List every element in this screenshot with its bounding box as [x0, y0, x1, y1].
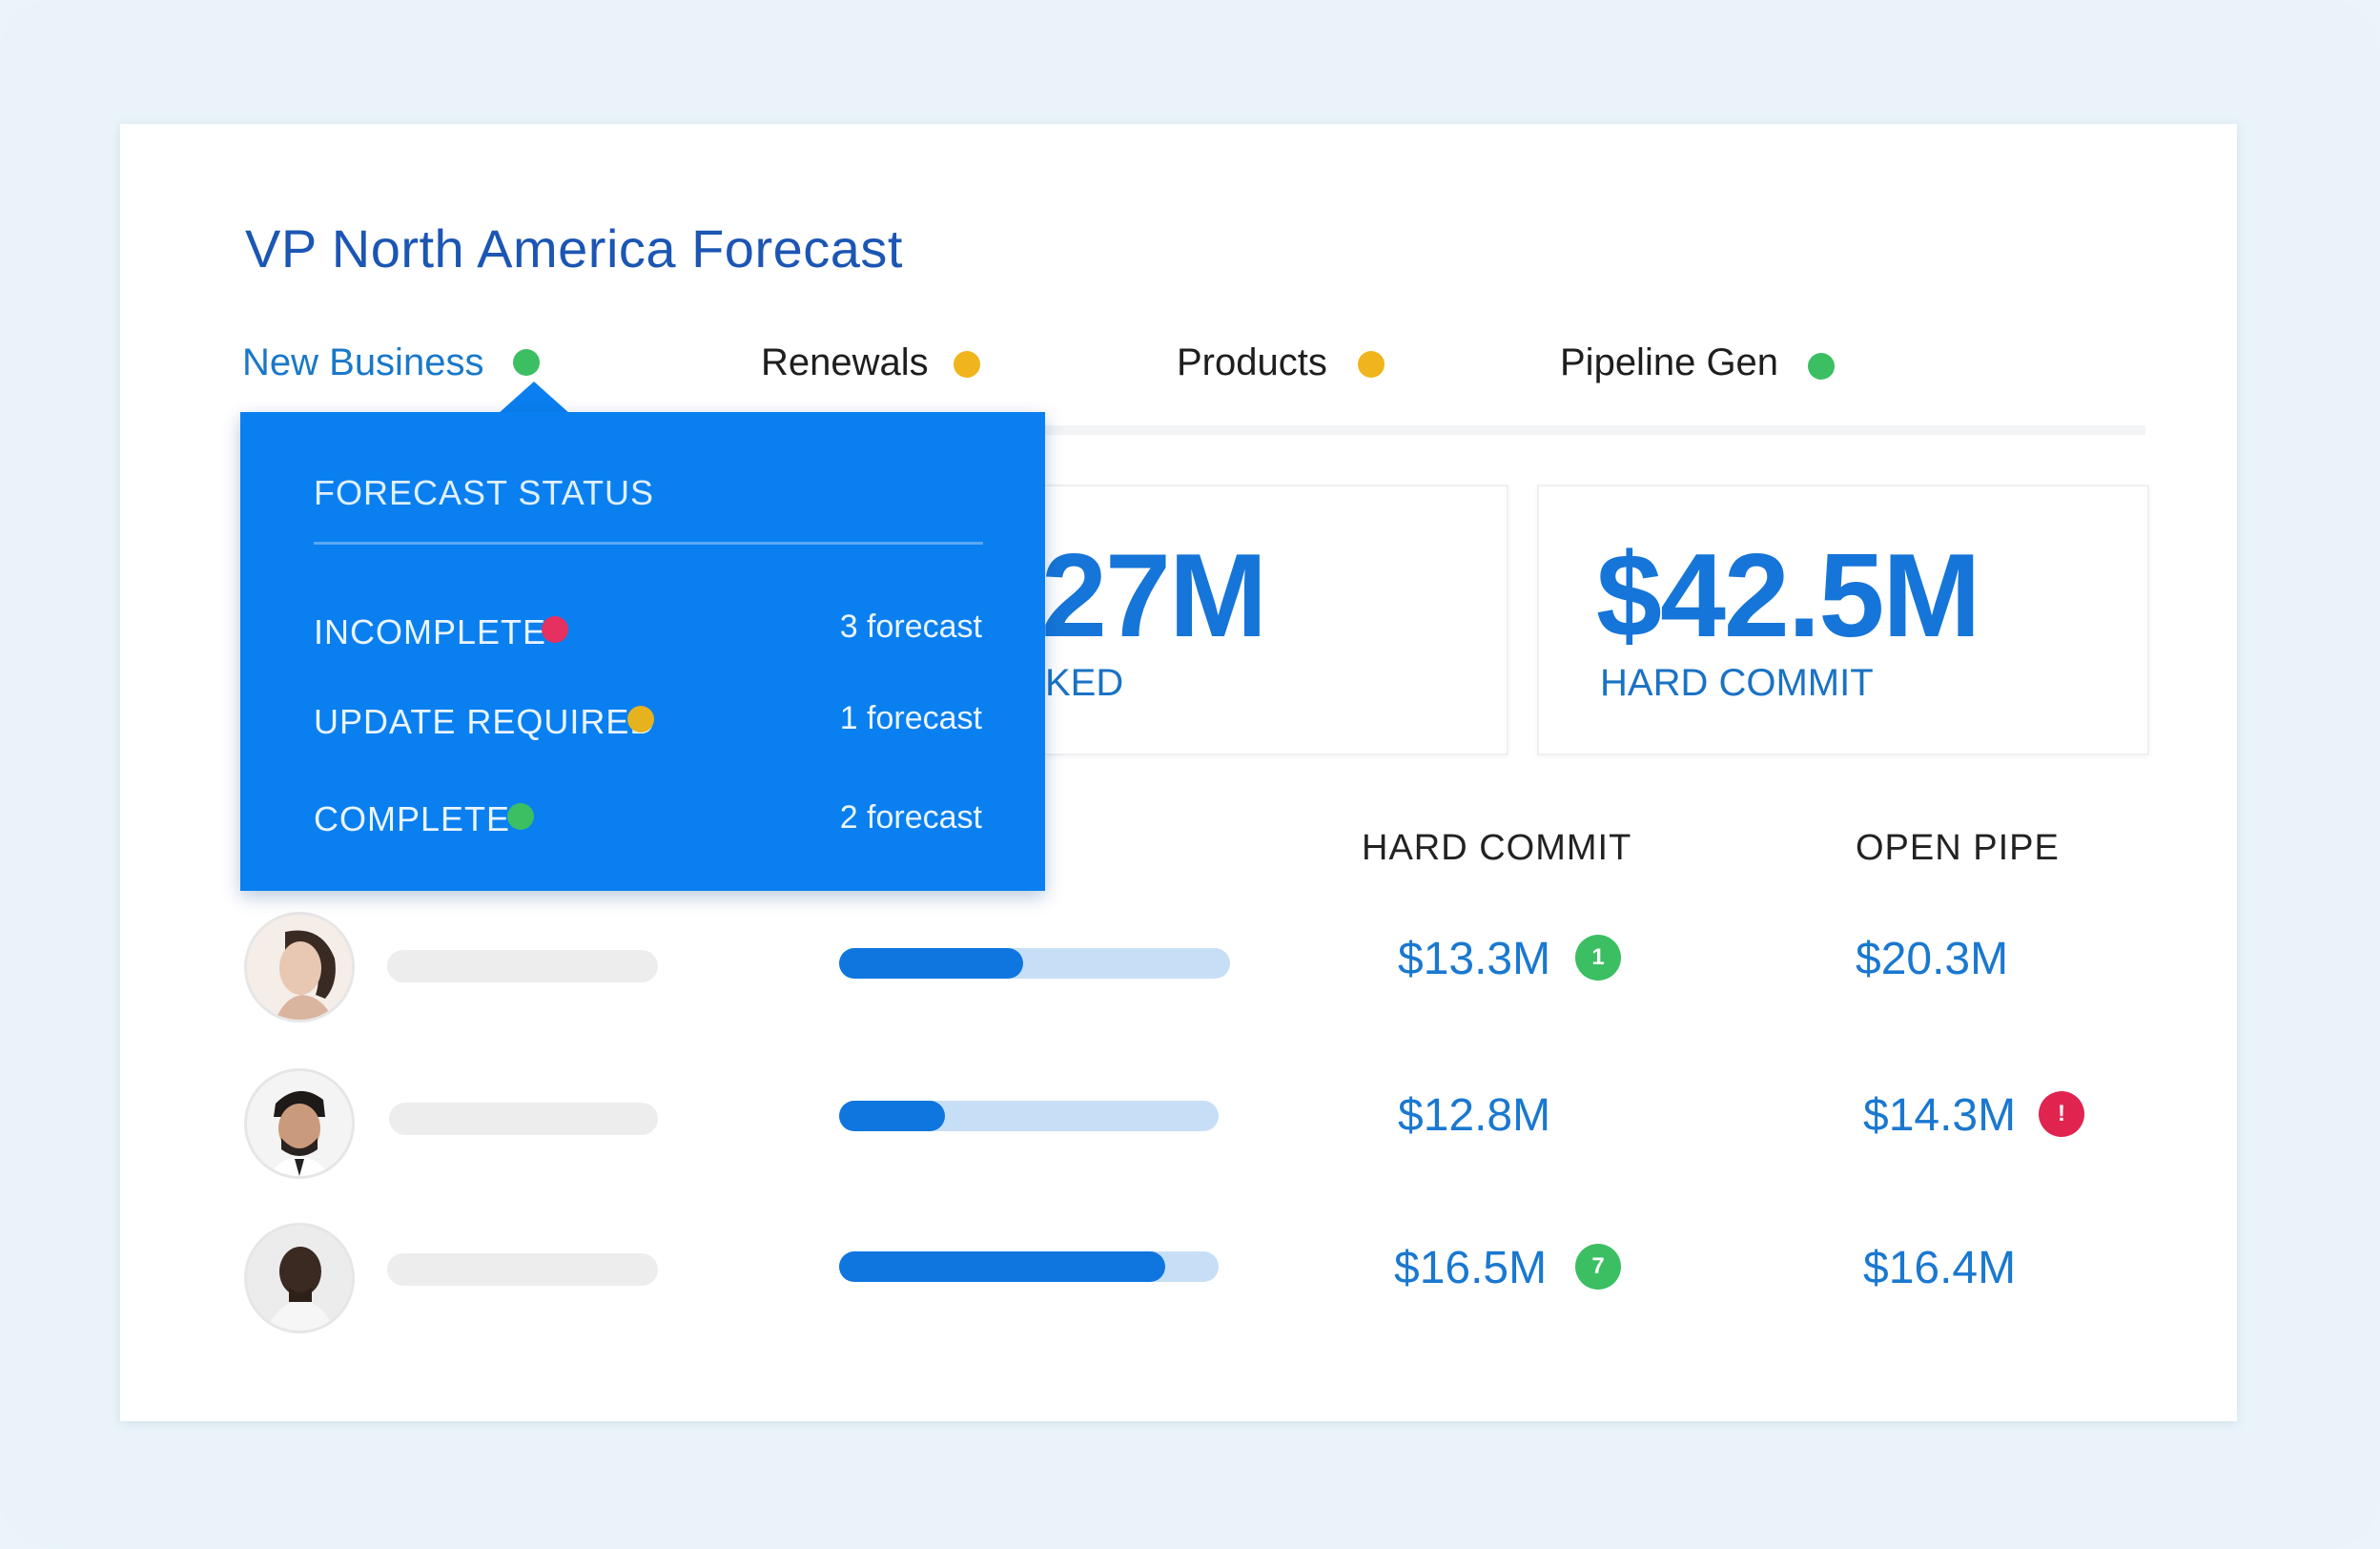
column-header-open-pipe: OPEN PIPE — [1856, 828, 2060, 868]
tab-products[interactable]: Products — [1177, 341, 1327, 383]
stat-label: HARD COMMIT — [1600, 662, 1874, 704]
progress-fill — [839, 1251, 1166, 1282]
name-placeholder — [387, 950, 658, 982]
status-update-required-label: UPDATE REQUIRED — [314, 702, 656, 741]
status-dot-yellow — [1358, 351, 1385, 378]
forecast-status-popover: FORECAST STATUS INCOMPLETE 3 forecast UP… — [240, 412, 1045, 891]
open-pipe-value: $14.3M — [1863, 1090, 2017, 1141]
avatar — [244, 1223, 355, 1333]
status-dot-yellow — [954, 351, 980, 378]
name-placeholder — [389, 1103, 658, 1135]
popover-divider — [314, 542, 983, 545]
popover-title: FORECAST STATUS — [314, 473, 655, 512]
status-dot-green — [1808, 353, 1835, 380]
tab-pipeline-gen[interactable]: Pipeline Gen — [1560, 341, 1779, 383]
stat-value: 27M — [1041, 530, 1267, 662]
status-update-required-count: 1 forecast — [839, 700, 982, 736]
name-placeholder — [387, 1253, 658, 1286]
open-pipe-value: $16.4M — [1863, 1243, 2017, 1293]
status-complete-label: COMPLETE — [314, 799, 511, 838]
hard-commit-value: $12.8M — [1398, 1090, 1551, 1141]
status-incomplete-label: INCOMPLETE — [314, 612, 547, 651]
stat-card-hard-commit: $42.5M HARD COMMIT — [1537, 485, 2149, 755]
tab-renewals[interactable]: Renewals — [761, 341, 929, 383]
avatar — [244, 912, 355, 1022]
status-dot-green — [507, 803, 534, 830]
popover-arrow — [498, 382, 570, 414]
positive-badge-icon: 7 — [1575, 1244, 1621, 1290]
progress-fill — [839, 1101, 946, 1131]
page-title: VP North America Forecast — [245, 218, 903, 279]
status-complete-count: 2 forecast — [839, 799, 982, 836]
status-dot-yellow — [627, 706, 654, 733]
status-dot-green — [513, 349, 540, 376]
status-incomplete-count: 3 forecast — [839, 609, 982, 645]
negative-badge-icon: ! — [2039, 1091, 2084, 1137]
positive-badge-icon: 1 — [1575, 935, 1621, 981]
tab-underline — [1045, 425, 2145, 435]
progress-bar — [839, 1251, 1219, 1282]
avatar — [244, 1068, 355, 1179]
progress-fill — [839, 948, 1023, 979]
column-header-hard-commit: HARD COMMIT — [1362, 828, 1632, 868]
tab-new-business[interactable]: New Business — [242, 341, 484, 383]
hard-commit-value: $16.5M — [1394, 1243, 1548, 1293]
progress-bar — [839, 948, 1230, 979]
stat-label: KED — [1045, 662, 1124, 704]
status-dot-red — [542, 616, 568, 643]
stat-value: $42.5M — [1596, 530, 1981, 662]
progress-bar — [839, 1101, 1219, 1131]
open-pipe-value: $20.3M — [1856, 934, 2009, 984]
hard-commit-value: $13.3M — [1398, 934, 1551, 984]
